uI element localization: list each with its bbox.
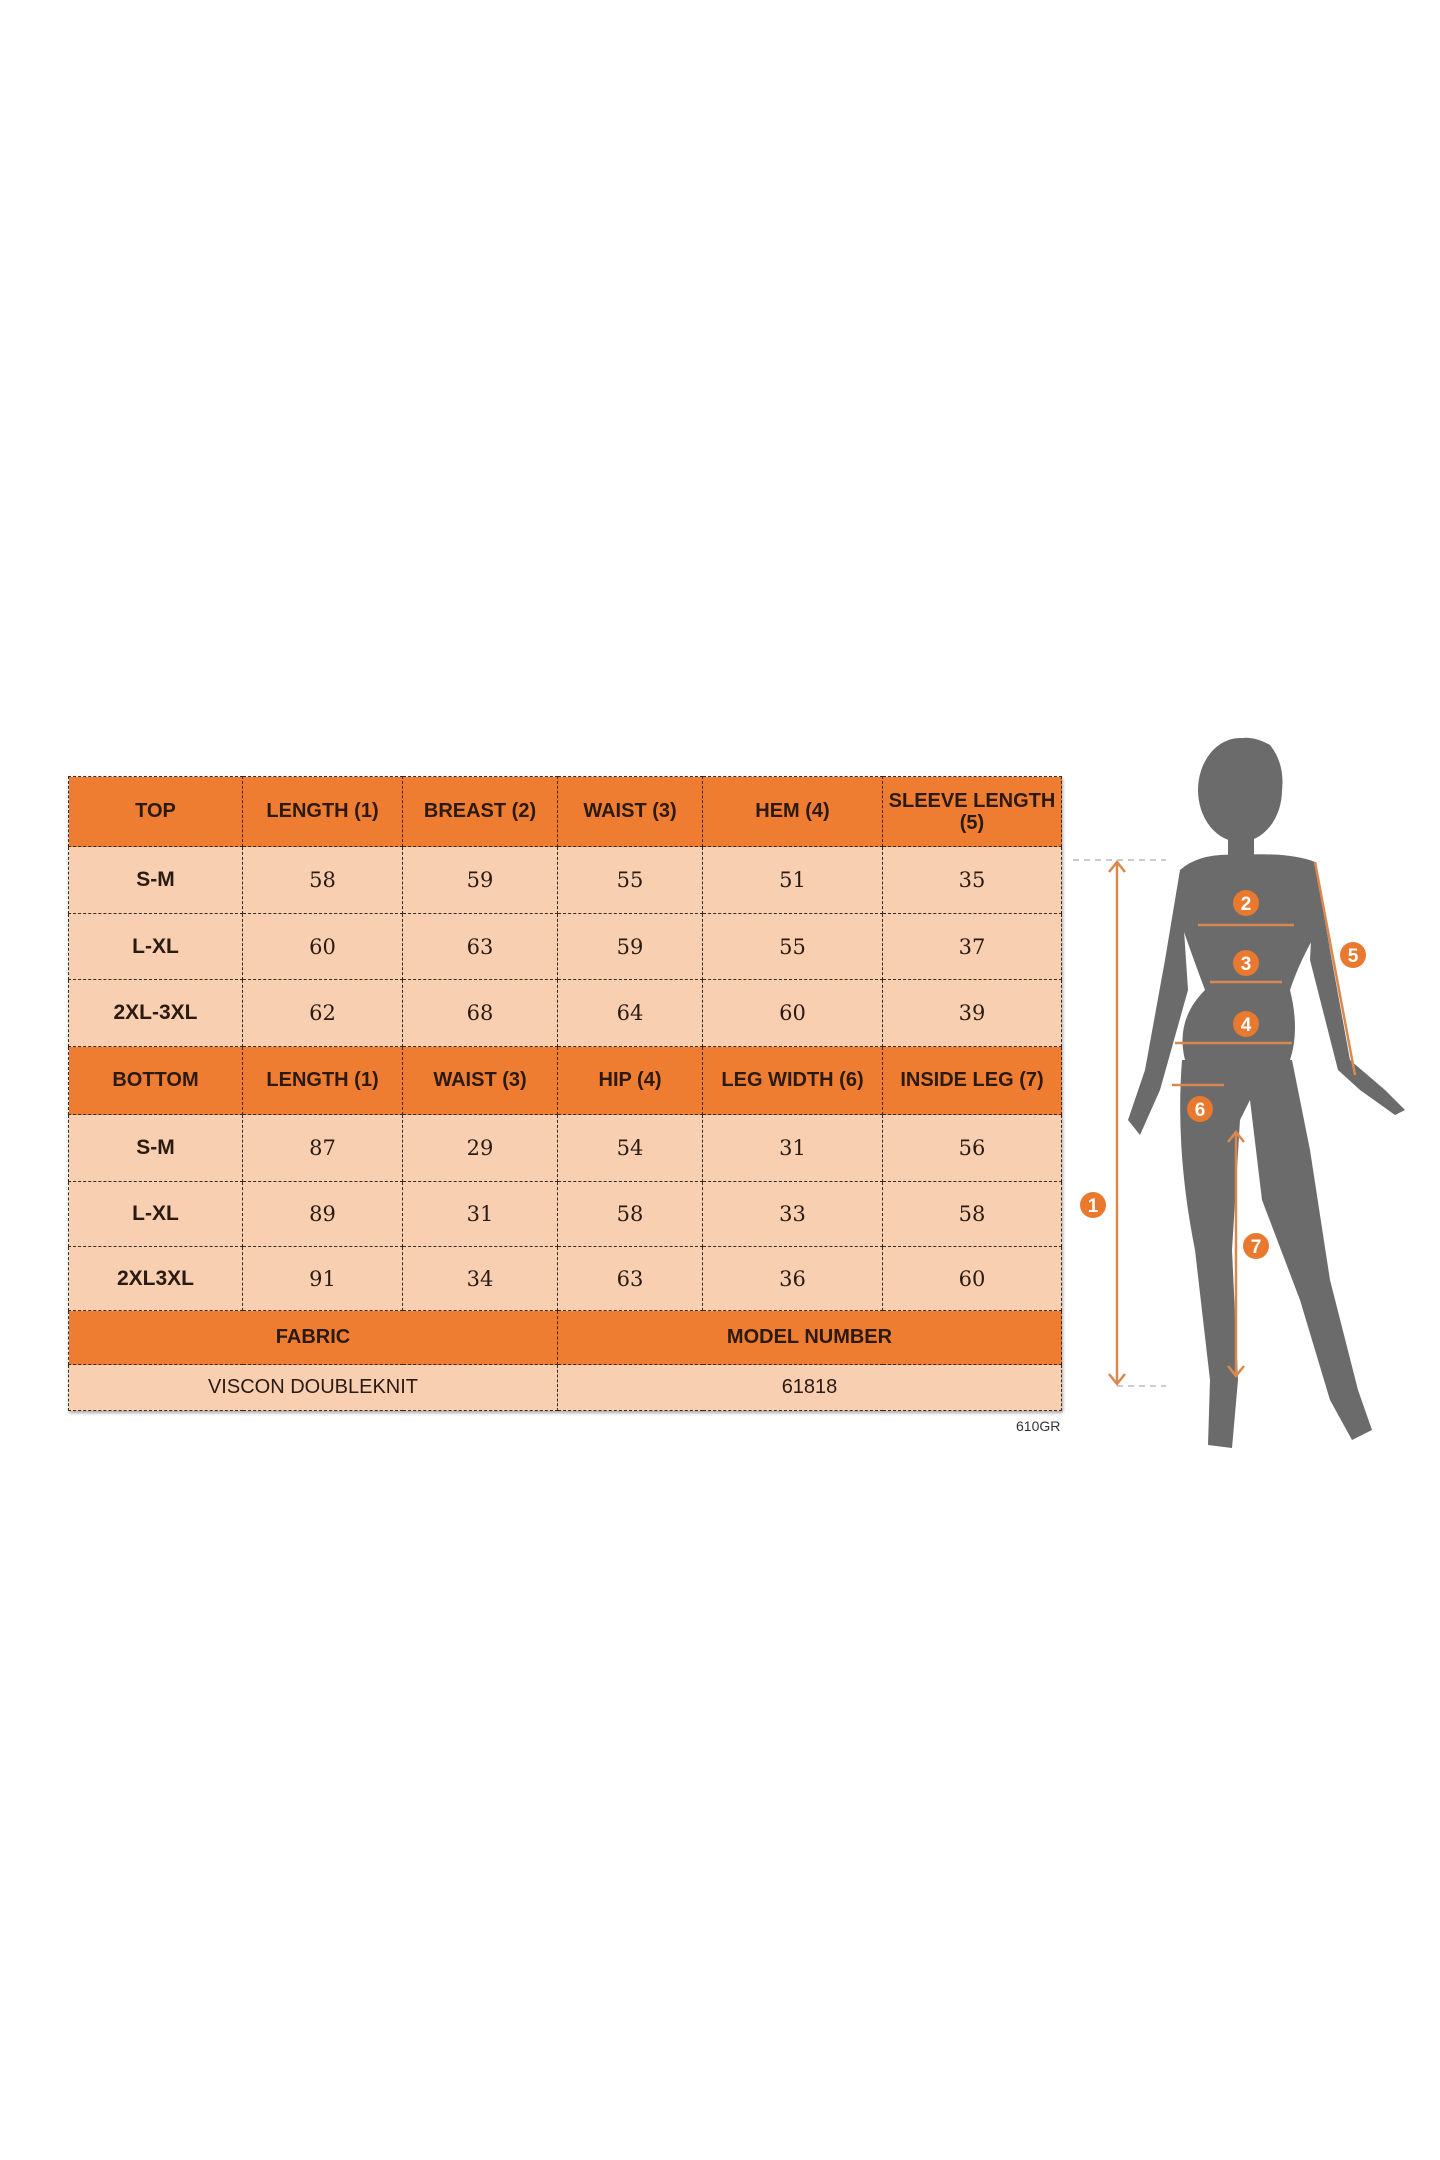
marker-7-circle bbox=[1243, 1233, 1269, 1259]
measurement-cell: 59 bbox=[402, 846, 558, 914]
silhouette bbox=[1128, 737, 1405, 1448]
measurement-cell: 33 bbox=[702, 1181, 883, 1247]
column-header: BREAST (2) bbox=[402, 776, 558, 847]
measurement-cell: 56 bbox=[882, 1114, 1062, 1182]
measurement-cell: 35 bbox=[882, 846, 1062, 914]
column-header: BOTTOM bbox=[68, 1046, 243, 1115]
info-row: VISCON DOUBLEKNIT 61818 bbox=[68, 1364, 1062, 1411]
measurement-cell: 39 bbox=[882, 979, 1062, 1047]
measurement-cell: 63 bbox=[402, 913, 558, 980]
info-header-row: FABRIC MODEL NUMBER bbox=[68, 1310, 1062, 1365]
measurement-cell: 37 bbox=[882, 913, 1062, 980]
size-label: S-M bbox=[68, 846, 243, 914]
column-header: HEM (4) bbox=[702, 776, 883, 847]
marker-6-circle bbox=[1187, 1096, 1213, 1122]
body-measurement-figure: 1 2 3 4 5 6 7 bbox=[1073, 737, 1405, 1448]
table-row: S-M 58 59 55 51 35 bbox=[68, 846, 1062, 914]
measurement-cell: 31 bbox=[402, 1181, 558, 1247]
marker-label: 7 bbox=[1251, 1237, 1262, 1258]
marker-5-circle bbox=[1340, 942, 1366, 968]
measurement-cell: 59 bbox=[557, 913, 703, 980]
marker-label: 1 bbox=[1088, 1196, 1099, 1217]
measurement-cell: 91 bbox=[242, 1246, 403, 1311]
measurement-cell: 51 bbox=[702, 846, 883, 914]
fabric-value: VISCON DOUBLEKNIT bbox=[68, 1364, 558, 1411]
measurement-cell: 55 bbox=[557, 846, 703, 914]
measurement-cell: 64 bbox=[557, 979, 703, 1047]
measurement-cell: 58 bbox=[242, 846, 403, 914]
column-header: INSIDE LEG (7) bbox=[882, 1046, 1062, 1115]
measurement-cell: 87 bbox=[242, 1114, 403, 1182]
measurement-cell: 58 bbox=[882, 1181, 1062, 1247]
fabric-header: FABRIC bbox=[68, 1310, 558, 1365]
column-header: LEG WIDTH (6) bbox=[702, 1046, 883, 1115]
marker-3-circle bbox=[1233, 950, 1259, 976]
table-row: L-XL 60 63 59 55 37 bbox=[68, 913, 1062, 980]
measurement-cell: 55 bbox=[702, 913, 883, 980]
measurement-cell: 62 bbox=[242, 979, 403, 1047]
measurement-cell: 60 bbox=[702, 979, 883, 1047]
column-header: TOP bbox=[68, 776, 243, 847]
table-row: 2XL-3XL 62 68 64 60 39 bbox=[68, 979, 1062, 1047]
column-header: WAIST (3) bbox=[402, 1046, 558, 1115]
column-header: LENGTH (1) bbox=[242, 776, 403, 847]
measurement-cell: 60 bbox=[882, 1246, 1062, 1311]
top-header-row: TOP LENGTH (1) BREAST (2) WAIST (3) HEM (4) S… bbox=[68, 776, 1062, 847]
product-code: 610GR bbox=[1016, 1418, 1061, 1434]
size-label: S-M bbox=[68, 1114, 243, 1182]
measurement-cell: 60 bbox=[242, 913, 403, 980]
marker-label: 3 bbox=[1241, 954, 1252, 975]
table-row: L-XL 89 31 58 33 58 bbox=[68, 1181, 1062, 1247]
size-chart-table: TOP LENGTH (1) BREAST (2) WAIST (3) HEM (4) S… bbox=[68, 776, 1062, 1411]
table-row: S-M 87 29 54 31 56 bbox=[68, 1114, 1062, 1182]
column-header: SLEEVE LENGTH (5) bbox=[882, 776, 1062, 847]
measurement-cell: 58 bbox=[557, 1181, 703, 1247]
marker-label: 6 bbox=[1195, 1100, 1206, 1121]
measurement-cell: 89 bbox=[242, 1181, 403, 1247]
measurement-cell: 68 bbox=[402, 979, 558, 1047]
measurement-cell: 31 bbox=[702, 1114, 883, 1182]
column-header: HIP (4) bbox=[557, 1046, 703, 1115]
marker-1-circle bbox=[1080, 1192, 1106, 1218]
marker-4-circle bbox=[1233, 1011, 1259, 1037]
marker-label: 2 bbox=[1241, 894, 1252, 915]
column-header: LENGTH (1) bbox=[242, 1046, 403, 1115]
column-header: WAIST (3) bbox=[557, 776, 703, 847]
size-label: L-XL bbox=[68, 1181, 243, 1247]
size-label: L-XL bbox=[68, 913, 243, 980]
measurement-arrows bbox=[1073, 859, 1357, 1387]
measurement-cell: 34 bbox=[402, 1246, 558, 1311]
size-label: 2XL-3XL bbox=[68, 979, 243, 1047]
model-number-header: MODEL NUMBER bbox=[557, 1310, 1062, 1365]
table-row: 2XL3XL 91 34 63 36 60 bbox=[68, 1246, 1062, 1311]
marker-label: 5 bbox=[1348, 946, 1359, 967]
marker-2-circle bbox=[1233, 890, 1259, 916]
measurement-cell: 63 bbox=[557, 1246, 703, 1311]
size-label: 2XL3XL bbox=[68, 1246, 243, 1311]
measurement-cell: 29 bbox=[402, 1114, 558, 1182]
model-number-value: 61818 bbox=[557, 1364, 1062, 1411]
measurement-cell: 54 bbox=[557, 1114, 703, 1182]
bottom-header-row: BOTTOM LENGTH (1) WAIST (3) HIP (4) LEG WIDT… bbox=[68, 1046, 1062, 1115]
marker-label: 4 bbox=[1241, 1015, 1252, 1036]
measurement-cell: 36 bbox=[702, 1246, 883, 1311]
